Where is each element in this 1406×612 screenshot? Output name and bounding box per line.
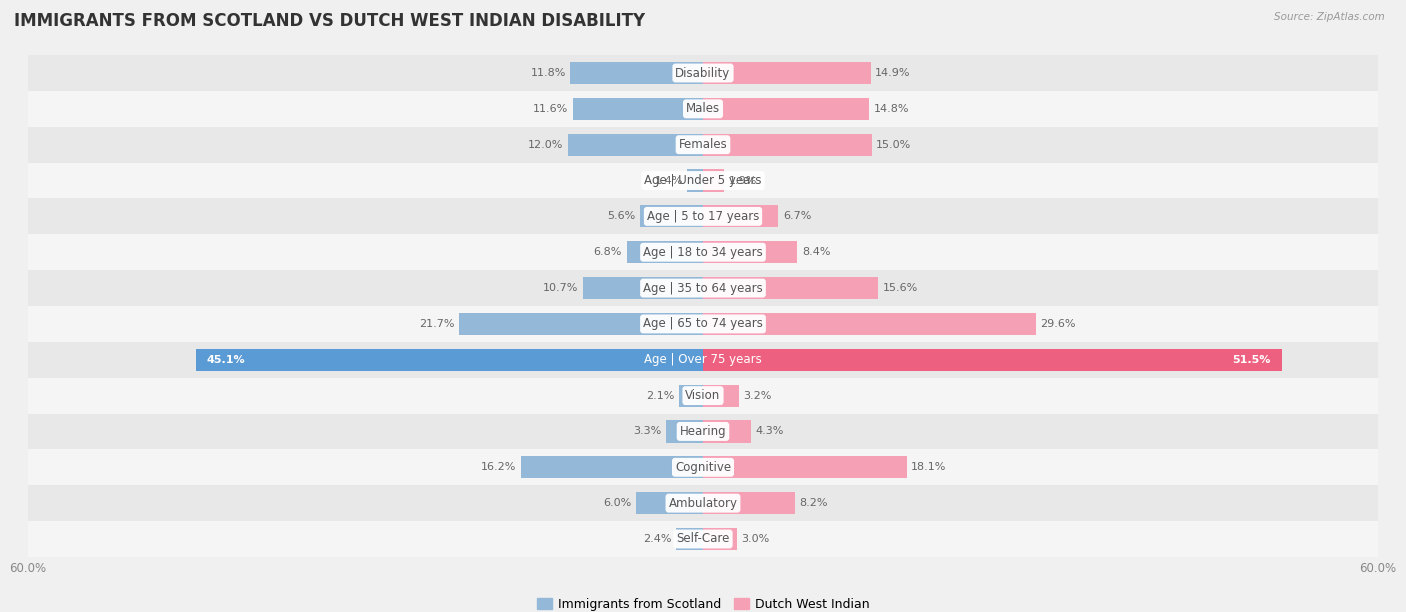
- Bar: [572, 98, 703, 120]
- Bar: [627, 241, 703, 263]
- Text: Vision: Vision: [685, 389, 721, 402]
- Bar: [703, 62, 870, 84]
- Text: Females: Females: [679, 138, 727, 151]
- Bar: [568, 133, 703, 156]
- Text: Ambulatory: Ambulatory: [668, 497, 738, 510]
- Bar: [28, 414, 1378, 449]
- Text: Cognitive: Cognitive: [675, 461, 731, 474]
- Text: 4.3%: 4.3%: [756, 427, 785, 436]
- Text: 8.2%: 8.2%: [800, 498, 828, 508]
- Bar: [703, 205, 779, 228]
- Bar: [28, 163, 1378, 198]
- Bar: [703, 492, 796, 514]
- Text: Age | Over 75 years: Age | Over 75 years: [644, 353, 762, 366]
- Bar: [28, 55, 1378, 91]
- Text: Source: ZipAtlas.com: Source: ZipAtlas.com: [1274, 12, 1385, 22]
- Text: 21.7%: 21.7%: [419, 319, 454, 329]
- Bar: [703, 98, 869, 120]
- Text: 18.1%: 18.1%: [911, 462, 946, 472]
- Text: 2.4%: 2.4%: [643, 534, 672, 544]
- Bar: [28, 449, 1378, 485]
- Text: 6.8%: 6.8%: [593, 247, 621, 257]
- Text: Hearing: Hearing: [679, 425, 727, 438]
- Bar: [703, 277, 879, 299]
- Bar: [195, 349, 703, 371]
- Bar: [28, 342, 1378, 378]
- Bar: [688, 170, 703, 192]
- Bar: [703, 420, 751, 442]
- Text: 45.1%: 45.1%: [207, 355, 246, 365]
- Bar: [703, 349, 1282, 371]
- Text: Age | 65 to 74 years: Age | 65 to 74 years: [643, 318, 763, 330]
- Text: 11.6%: 11.6%: [533, 104, 568, 114]
- Text: 6.7%: 6.7%: [783, 211, 811, 222]
- Text: 14.9%: 14.9%: [875, 68, 911, 78]
- Bar: [28, 270, 1378, 306]
- Bar: [703, 456, 907, 479]
- Text: 3.3%: 3.3%: [633, 427, 661, 436]
- Bar: [703, 133, 872, 156]
- Text: 15.6%: 15.6%: [883, 283, 918, 293]
- Bar: [703, 528, 737, 550]
- Text: 51.5%: 51.5%: [1233, 355, 1271, 365]
- Legend: Immigrants from Scotland, Dutch West Indian: Immigrants from Scotland, Dutch West Ind…: [531, 593, 875, 612]
- Bar: [676, 528, 703, 550]
- Text: IMMIGRANTS FROM SCOTLAND VS DUTCH WEST INDIAN DISABILITY: IMMIGRANTS FROM SCOTLAND VS DUTCH WEST I…: [14, 12, 645, 30]
- Text: 8.4%: 8.4%: [801, 247, 831, 257]
- Bar: [28, 485, 1378, 521]
- Bar: [458, 313, 703, 335]
- Bar: [703, 384, 740, 407]
- Text: Age | 35 to 64 years: Age | 35 to 64 years: [643, 282, 763, 294]
- Bar: [28, 378, 1378, 414]
- Bar: [28, 91, 1378, 127]
- Text: 3.0%: 3.0%: [741, 534, 769, 544]
- Bar: [703, 170, 724, 192]
- Text: Disability: Disability: [675, 67, 731, 80]
- Bar: [666, 420, 703, 442]
- Text: 1.4%: 1.4%: [654, 176, 683, 185]
- Bar: [571, 62, 703, 84]
- Bar: [28, 127, 1378, 163]
- Bar: [28, 198, 1378, 234]
- Text: 16.2%: 16.2%: [481, 462, 516, 472]
- Text: Males: Males: [686, 102, 720, 115]
- Bar: [520, 456, 703, 479]
- Bar: [640, 205, 703, 228]
- Bar: [679, 384, 703, 407]
- Bar: [582, 277, 703, 299]
- Text: 14.8%: 14.8%: [875, 104, 910, 114]
- Text: 2.1%: 2.1%: [647, 390, 675, 401]
- Bar: [703, 241, 797, 263]
- Text: Age | Under 5 years: Age | Under 5 years: [644, 174, 762, 187]
- Text: Self-Care: Self-Care: [676, 532, 730, 545]
- Text: 3.2%: 3.2%: [744, 390, 772, 401]
- Bar: [28, 234, 1378, 270]
- Bar: [28, 306, 1378, 342]
- Text: 15.0%: 15.0%: [876, 140, 911, 150]
- Text: Age | 5 to 17 years: Age | 5 to 17 years: [647, 210, 759, 223]
- Bar: [636, 492, 703, 514]
- Text: 11.8%: 11.8%: [530, 68, 565, 78]
- Text: Age | 18 to 34 years: Age | 18 to 34 years: [643, 246, 763, 259]
- Text: 5.6%: 5.6%: [607, 211, 636, 222]
- Text: 1.9%: 1.9%: [728, 176, 758, 185]
- Text: 12.0%: 12.0%: [529, 140, 564, 150]
- Bar: [28, 521, 1378, 557]
- Bar: [703, 313, 1036, 335]
- Text: 29.6%: 29.6%: [1040, 319, 1076, 329]
- Text: 10.7%: 10.7%: [543, 283, 578, 293]
- Text: 6.0%: 6.0%: [603, 498, 631, 508]
